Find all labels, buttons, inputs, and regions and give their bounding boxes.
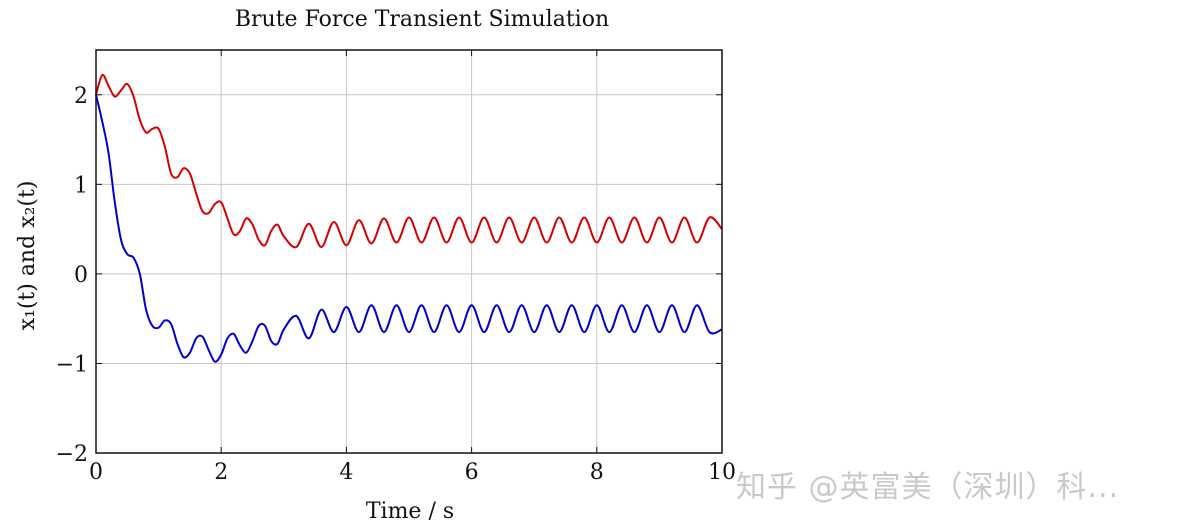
grid-lines xyxy=(95,50,723,454)
y-tick-label: 1 xyxy=(74,173,88,198)
series-line-x1 xyxy=(95,94,723,363)
x-tick-label: 0 xyxy=(89,460,103,485)
tick-group: 0 2 4 6 8 10 −2 −1 0 1 2 xyxy=(56,50,736,485)
x-tick-label: 8 xyxy=(590,460,604,485)
chart-title: Brute Force Transient Simulation xyxy=(235,7,609,32)
x-tick-label: 4 xyxy=(339,460,353,485)
y-tick-label: −1 xyxy=(56,352,88,377)
series-line-x2 xyxy=(95,73,723,249)
x-tick-label: 10 xyxy=(708,460,736,485)
x-axis-label: Time / s xyxy=(366,499,454,524)
watermark: 知乎 @英富美（深圳）科... xyxy=(736,470,1120,505)
x-tick-label: 6 xyxy=(465,460,479,485)
x-tick-label: 2 xyxy=(214,460,228,485)
y-axis-label: x₁(t) and x₂(t) xyxy=(15,181,40,331)
y-tick-label: 0 xyxy=(74,263,88,288)
series-group xyxy=(95,73,723,363)
y-tick-label: 2 xyxy=(74,84,88,109)
y-tick-label: −2 xyxy=(56,442,88,467)
plot-frame xyxy=(95,49,723,454)
